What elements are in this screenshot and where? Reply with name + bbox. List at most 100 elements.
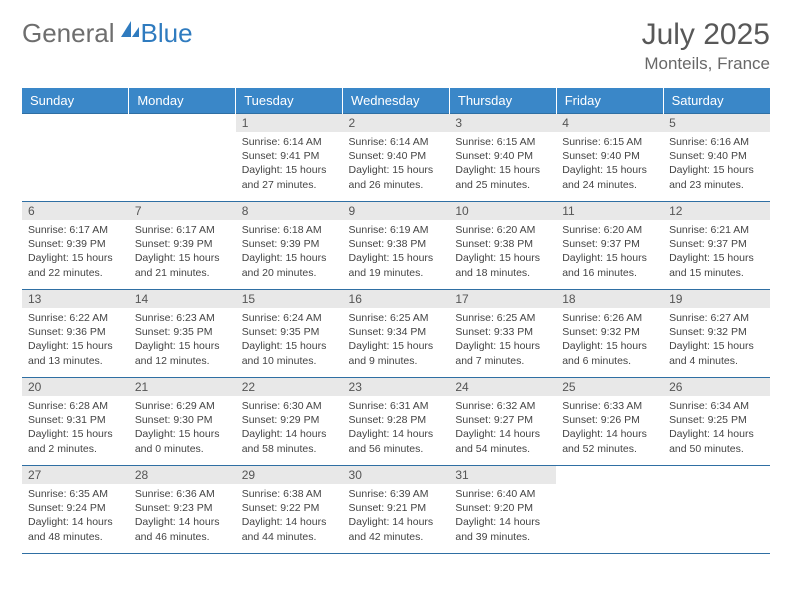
logo-text-general: General: [22, 18, 115, 49]
day-detail-line: Sunset: 9:22 PM: [242, 501, 337, 515]
calendar-day-cell: 24Sunrise: 6:32 AMSunset: 9:27 PMDayligh…: [449, 378, 556, 466]
day-detail-line: Daylight: 14 hours: [242, 427, 337, 441]
day-details: Sunrise: 6:27 AMSunset: 9:32 PMDaylight:…: [663, 308, 770, 371]
day-details: Sunrise: 6:25 AMSunset: 9:33 PMDaylight:…: [449, 308, 556, 371]
day-details: Sunrise: 6:34 AMSunset: 9:25 PMDaylight:…: [663, 396, 770, 459]
weekday-header: Friday: [556, 88, 663, 114]
day-detail-line: Sunrise: 6:31 AM: [349, 399, 444, 413]
day-details: Sunrise: 6:18 AMSunset: 9:39 PMDaylight:…: [236, 220, 343, 283]
weekday-header: Monday: [129, 88, 236, 114]
calendar-day-cell: 23Sunrise: 6:31 AMSunset: 9:28 PMDayligh…: [343, 378, 450, 466]
calendar-day-cell: 31Sunrise: 6:40 AMSunset: 9:20 PMDayligh…: [449, 466, 556, 554]
day-detail-line: Daylight: 14 hours: [349, 427, 444, 441]
day-details: Sunrise: 6:25 AMSunset: 9:34 PMDaylight:…: [343, 308, 450, 371]
day-detail-line: Sunrise: 6:24 AM: [242, 311, 337, 325]
title-block: July 2025 Monteils, France: [642, 18, 770, 74]
day-detail-line: Sunrise: 6:25 AM: [455, 311, 550, 325]
calendar-day-cell: 3Sunrise: 6:15 AMSunset: 9:40 PMDaylight…: [449, 114, 556, 202]
day-detail-line: and 15 minutes.: [669, 266, 764, 280]
day-details: Sunrise: 6:16 AMSunset: 9:40 PMDaylight:…: [663, 132, 770, 195]
day-detail-line: Daylight: 15 hours: [455, 339, 550, 353]
day-detail-line: and 26 minutes.: [349, 178, 444, 192]
day-detail-line: Sunrise: 6:40 AM: [455, 487, 550, 501]
day-number: 27: [22, 466, 129, 484]
day-detail-line: and 50 minutes.: [669, 442, 764, 456]
day-detail-line: Sunrise: 6:32 AM: [455, 399, 550, 413]
day-detail-line: and 19 minutes.: [349, 266, 444, 280]
day-detail-line: Sunrise: 6:16 AM: [669, 135, 764, 149]
day-number: 20: [22, 378, 129, 396]
calendar-day-cell: 1Sunrise: 6:14 AMSunset: 9:41 PMDaylight…: [236, 114, 343, 202]
day-detail-line: Daylight: 14 hours: [135, 515, 230, 529]
day-details: Sunrise: 6:36 AMSunset: 9:23 PMDaylight:…: [129, 484, 236, 547]
day-number: 30: [343, 466, 450, 484]
day-detail-line: Sunrise: 6:14 AM: [242, 135, 337, 149]
day-detail-line: and 58 minutes.: [242, 442, 337, 456]
day-detail-line: Sunset: 9:31 PM: [28, 413, 123, 427]
day-details: Sunrise: 6:32 AMSunset: 9:27 PMDaylight:…: [449, 396, 556, 459]
day-detail-line: Sunset: 9:39 PM: [28, 237, 123, 251]
day-detail-line: Sunset: 9:40 PM: [349, 149, 444, 163]
day-details: Sunrise: 6:17 AMSunset: 9:39 PMDaylight:…: [129, 220, 236, 283]
day-detail-line: Sunrise: 6:25 AM: [349, 311, 444, 325]
day-detail-line: Sunset: 9:37 PM: [562, 237, 657, 251]
calendar-day-cell: 28Sunrise: 6:36 AMSunset: 9:23 PMDayligh…: [129, 466, 236, 554]
calendar-day-cell: 8Sunrise: 6:18 AMSunset: 9:39 PMDaylight…: [236, 202, 343, 290]
day-detail-line: Sunrise: 6:14 AM: [349, 135, 444, 149]
day-number: 12: [663, 202, 770, 220]
day-detail-line: Daylight: 15 hours: [349, 339, 444, 353]
calendar-day-cell: 4Sunrise: 6:15 AMSunset: 9:40 PMDaylight…: [556, 114, 663, 202]
calendar-day-cell: 27Sunrise: 6:35 AMSunset: 9:24 PMDayligh…: [22, 466, 129, 554]
day-number: 9: [343, 202, 450, 220]
day-number: 21: [129, 378, 236, 396]
day-detail-line: and 0 minutes.: [135, 442, 230, 456]
calendar-table: SundayMondayTuesdayWednesdayThursdayFrid…: [22, 88, 770, 554]
day-details: Sunrise: 6:26 AMSunset: 9:32 PMDaylight:…: [556, 308, 663, 371]
day-number: 23: [343, 378, 450, 396]
day-details: Sunrise: 6:31 AMSunset: 9:28 PMDaylight:…: [343, 396, 450, 459]
day-details: Sunrise: 6:14 AMSunset: 9:41 PMDaylight:…: [236, 132, 343, 195]
day-number: 19: [663, 290, 770, 308]
day-detail-line: Daylight: 15 hours: [242, 339, 337, 353]
day-detail-line: Daylight: 14 hours: [669, 427, 764, 441]
day-number: 28: [129, 466, 236, 484]
calendar-week-row: 13Sunrise: 6:22 AMSunset: 9:36 PMDayligh…: [22, 290, 770, 378]
day-details: Sunrise: 6:35 AMSunset: 9:24 PMDaylight:…: [22, 484, 129, 547]
day-detail-line: Daylight: 15 hours: [562, 339, 657, 353]
calendar-day-cell: 29Sunrise: 6:38 AMSunset: 9:22 PMDayligh…: [236, 466, 343, 554]
day-number: 1: [236, 114, 343, 132]
day-detail-line: Daylight: 14 hours: [242, 515, 337, 529]
day-detail-line: Daylight: 15 hours: [669, 163, 764, 177]
day-detail-line: Daylight: 14 hours: [455, 427, 550, 441]
day-detail-line: and 22 minutes.: [28, 266, 123, 280]
day-detail-line: and 52 minutes.: [562, 442, 657, 456]
day-details: Sunrise: 6:21 AMSunset: 9:37 PMDaylight:…: [663, 220, 770, 283]
day-detail-line: Daylight: 15 hours: [349, 251, 444, 265]
day-details: Sunrise: 6:23 AMSunset: 9:35 PMDaylight:…: [129, 308, 236, 371]
weekday-row: SundayMondayTuesdayWednesdayThursdayFrid…: [22, 88, 770, 114]
day-detail-line: Sunset: 9:34 PM: [349, 325, 444, 339]
day-detail-line: Daylight: 15 hours: [562, 251, 657, 265]
day-detail-line: Daylight: 14 hours: [455, 515, 550, 529]
calendar-week-row: 27Sunrise: 6:35 AMSunset: 9:24 PMDayligh…: [22, 466, 770, 554]
day-detail-line: Daylight: 15 hours: [242, 251, 337, 265]
day-detail-line: and 6 minutes.: [562, 354, 657, 368]
day-number: 5: [663, 114, 770, 132]
calendar-day-cell: 30Sunrise: 6:39 AMSunset: 9:21 PMDayligh…: [343, 466, 450, 554]
logo-text-blue: Blue: [141, 18, 193, 49]
calendar-day-cell: 22Sunrise: 6:30 AMSunset: 9:29 PMDayligh…: [236, 378, 343, 466]
day-details: Sunrise: 6:17 AMSunset: 9:39 PMDaylight:…: [22, 220, 129, 283]
day-number: 15: [236, 290, 343, 308]
day-detail-line: and 44 minutes.: [242, 530, 337, 544]
day-detail-line: Sunrise: 6:15 AM: [455, 135, 550, 149]
day-number: 18: [556, 290, 663, 308]
calendar-day-cell: 21Sunrise: 6:29 AMSunset: 9:30 PMDayligh…: [129, 378, 236, 466]
calendar-page: General Blue July 2025 Monteils, France …: [0, 0, 792, 612]
calendar-thead: SundayMondayTuesdayWednesdayThursdayFrid…: [22, 88, 770, 114]
day-details: Sunrise: 6:29 AMSunset: 9:30 PMDaylight:…: [129, 396, 236, 459]
day-details: Sunrise: 6:28 AMSunset: 9:31 PMDaylight:…: [22, 396, 129, 459]
calendar-day-cell: 19Sunrise: 6:27 AMSunset: 9:32 PMDayligh…: [663, 290, 770, 378]
day-detail-line: Sunset: 9:27 PM: [455, 413, 550, 427]
day-detail-line: Sunset: 9:29 PM: [242, 413, 337, 427]
day-detail-line: Sunset: 9:30 PM: [135, 413, 230, 427]
